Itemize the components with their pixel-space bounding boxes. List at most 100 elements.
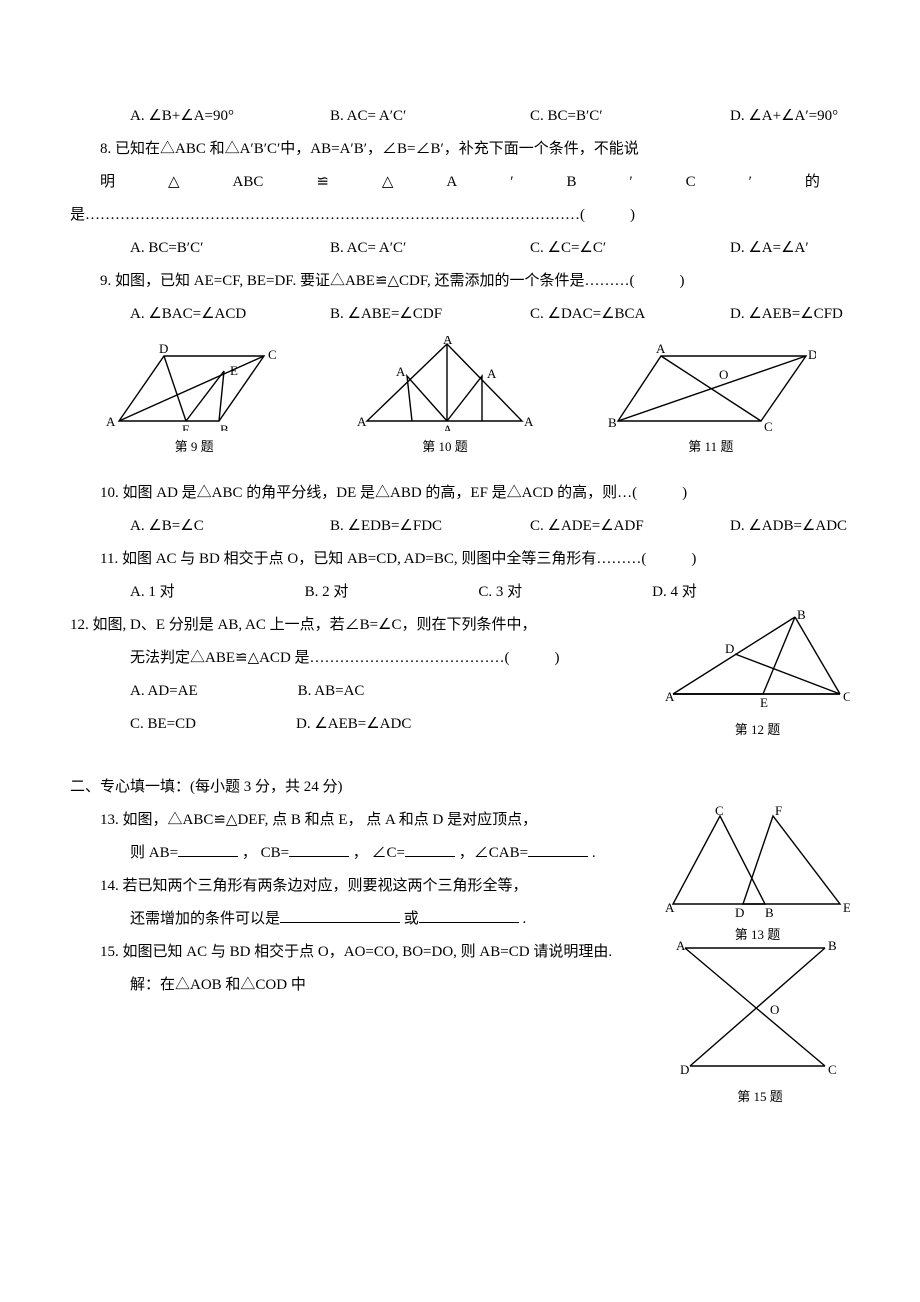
q13-blank-4[interactable] bbox=[528, 841, 588, 857]
figure-15-caption: 第 15 题 bbox=[670, 1083, 850, 1112]
q14-stem2: 还需增加的条件可以是 或 . bbox=[70, 903, 650, 936]
svg-text:C: C bbox=[268, 347, 277, 362]
q8-opt-c: C. ∠C=∠C′ bbox=[530, 232, 650, 265]
svg-text:B: B bbox=[608, 415, 617, 430]
figure-11-caption: 第 11 题 bbox=[688, 433, 733, 462]
q7-opt-c: C. BC=B′C′ bbox=[530, 100, 650, 133]
q11-options-row: A. 1 对 B. 2 对 C. 3 对 D. 4 对 bbox=[70, 576, 850, 609]
q10-stem: 10. 如图 AD 是△ABC 的角平分线，DE 是△ABD 的高，EF 是△A… bbox=[70, 477, 850, 510]
q8-stem-line2: 明 △ ABC ≌ △ A ′ B ′ C ′ 的 bbox=[70, 166, 850, 199]
svg-text:D: D bbox=[680, 1062, 689, 1077]
svg-text:C: C bbox=[843, 689, 850, 704]
svg-text:E: E bbox=[760, 695, 768, 710]
q13-q14-block: CF AD BE 第 13 题 13. 如图，△ABC≌△DEF, 点 B 和点… bbox=[70, 804, 850, 936]
q8-l2-9: C bbox=[686, 166, 696, 199]
svg-text:A: A bbox=[676, 938, 686, 953]
q8-l2-7: B bbox=[566, 166, 576, 199]
q14-blank-2[interactable] bbox=[419, 907, 519, 923]
q12-opt-d: D. ∠AEB=∠ADC bbox=[296, 708, 411, 741]
figure-9-caption: 第 9 题 bbox=[175, 433, 214, 462]
svg-text:O: O bbox=[770, 1002, 779, 1017]
figure-15-wrap: A B D C O 第 15 题 bbox=[670, 936, 850, 1112]
q13-end: . bbox=[592, 845, 596, 861]
q8-l2-11: 的 bbox=[805, 166, 820, 199]
section-2-title: 二、专心填一填：(每小题 3 分，共 24 分) bbox=[70, 771, 850, 804]
figure-11: AD BC O bbox=[606, 341, 816, 431]
q12-options-row1: A. AD=AE B. AB=AC bbox=[70, 675, 660, 708]
q8-l2-3: ≌ bbox=[316, 166, 329, 199]
q14-stem1: 14. 若已知两个三角形有两条边对应，则要视这两个三角形全等， bbox=[70, 870, 650, 903]
page: A. ∠B+∠A=90° B. AC= A′C′ C. BC=B′C′ D. ∠… bbox=[0, 0, 920, 1302]
q8-l2-4: △ bbox=[382, 166, 394, 199]
figure-15: A B D C O bbox=[670, 936, 840, 1081]
figure-10-caption: 第 10 题 bbox=[422, 433, 468, 462]
q8-opt-b: B. AC= A′C′ bbox=[330, 232, 450, 265]
q9-opt-c: C. ∠DAC=∠BCA bbox=[530, 298, 650, 331]
q8-stem-line1: 8. 已知在△ABC 和△A′B′C′中，AB=A′B′，∠B=∠B′，补充下面… bbox=[70, 133, 850, 166]
q8-stem-line3: 是………………………………………………………………………………………( ) bbox=[70, 199, 850, 232]
q13-pre: 则 AB= bbox=[130, 845, 178, 861]
svg-text:A: A bbox=[665, 689, 675, 704]
svg-text:B: B bbox=[797, 609, 806, 622]
q9-options-row: A. ∠BAC=∠ACD B. ∠ABE=∠CDF C. ∠DAC=∠BCA D… bbox=[70, 298, 850, 331]
q8-options-row: A. BC=B′C′ B. AC= A′C′ C. ∠C=∠C′ D. ∠A=∠… bbox=[70, 232, 850, 265]
q12-opt-a: A. AD=AE bbox=[130, 675, 198, 708]
q13-m3: ，∠CAB= bbox=[459, 845, 528, 861]
svg-text:A: A bbox=[357, 414, 367, 429]
q8-l2-10: ′ bbox=[749, 166, 752, 199]
q15-line2: 解：在△AOB 和△COD 中 bbox=[70, 969, 650, 1002]
figure-13-wrap: CF AD BE 第 13 题 bbox=[665, 804, 850, 950]
q11-opt-b: B. 2 对 bbox=[305, 576, 349, 609]
figure-13: CF AD BE bbox=[665, 804, 850, 919]
q9-opt-d: D. ∠AEB=∠CFD bbox=[730, 298, 850, 331]
svg-text:B: B bbox=[828, 938, 837, 953]
q8-l2-6: ′ bbox=[510, 166, 513, 199]
svg-text:D: D bbox=[735, 905, 744, 919]
q9-stem: 9. 如图，已知 AE=CF, BE=DF. 要证△ABE≌△CDF, 还需添加… bbox=[70, 265, 850, 298]
q12-stem1: 12. 如图, D、E 分别是 AB, AC 上一点，若∠B=∠C，则在下列条件… bbox=[70, 609, 660, 642]
svg-text:A: A bbox=[665, 900, 675, 915]
figure-11-wrap: AD BC O 第 11 题 bbox=[606, 341, 816, 462]
q8-l2-8: ′ bbox=[629, 166, 632, 199]
svg-text:D: D bbox=[159, 341, 168, 356]
q13-blank-1[interactable] bbox=[178, 841, 238, 857]
q10-opt-b: B. ∠EDB=∠FDC bbox=[330, 510, 450, 543]
svg-text:A: A bbox=[443, 336, 453, 347]
svg-text:A: A bbox=[443, 422, 453, 431]
q13-stem1: 13. 如图，△ABC≌△DEF, 点 B 和点 E， 点 A 和点 D 是对应… bbox=[70, 804, 650, 837]
figure-12: B A C D E bbox=[665, 609, 850, 714]
q12-block: B AC DE 第 12 题 12. 如图, D、E 分别是 AB, AC 上一… bbox=[70, 609, 850, 741]
q10-options-row: A. ∠B=∠C B. ∠EDB=∠FDC C. ∠ADE=∠ADF D. ∠A… bbox=[70, 510, 850, 543]
q12-opt-b: B. AB=AC bbox=[298, 675, 365, 708]
q8-opt-d: D. ∠A=∠A′ bbox=[730, 232, 850, 265]
q13-blank-3[interactable] bbox=[405, 841, 455, 857]
figure-9-wrap: DC AB EF 第 9 题 bbox=[104, 341, 284, 462]
q8-l2-5: A bbox=[446, 166, 457, 199]
svg-text:C: C bbox=[715, 804, 724, 818]
q9-opt-a: A. ∠BAC=∠ACD bbox=[130, 298, 250, 331]
svg-text:B: B bbox=[220, 422, 229, 431]
q13-m2: ， ∠C= bbox=[353, 845, 405, 861]
q11-opt-d: D. 4 对 bbox=[652, 576, 697, 609]
q13-stem2: 则 AB= ， CB= ， ∠C= ，∠CAB= . bbox=[70, 837, 650, 870]
q10-opt-d: D. ∠ADB=∠ADC bbox=[730, 510, 850, 543]
q14-mid: 或 bbox=[404, 911, 419, 927]
svg-text:E: E bbox=[230, 363, 238, 378]
q7-options-row: A. ∠B+∠A=90° B. AC= A′C′ C. BC=B′C′ D. ∠… bbox=[70, 100, 850, 133]
q12-opt-c: C. BE=CD bbox=[130, 708, 196, 741]
q11-stem: 11. 如图 AC 与 BD 相交于点 O，已知 AB=CD, AD=BC, 则… bbox=[70, 543, 850, 576]
svg-text:B: B bbox=[765, 905, 774, 919]
figure-12-caption: 第 12 题 bbox=[665, 716, 850, 745]
q9-opt-b: B. ∠ABE=∠CDF bbox=[330, 298, 450, 331]
svg-text:A: A bbox=[396, 364, 406, 379]
svg-text:A: A bbox=[106, 414, 116, 429]
q10-opt-a: A. ∠B=∠C bbox=[130, 510, 250, 543]
svg-text:D: D bbox=[725, 641, 734, 656]
figure-9: DC AB EF bbox=[104, 341, 284, 431]
svg-text:C: C bbox=[828, 1062, 837, 1077]
q14-blank-1[interactable] bbox=[280, 907, 400, 923]
q8-l2-2: ABC bbox=[233, 166, 264, 199]
q13-blank-2[interactable] bbox=[289, 841, 349, 857]
q7-opt-b: B. AC= A′C′ bbox=[330, 100, 450, 133]
q14-end: . bbox=[523, 911, 527, 927]
